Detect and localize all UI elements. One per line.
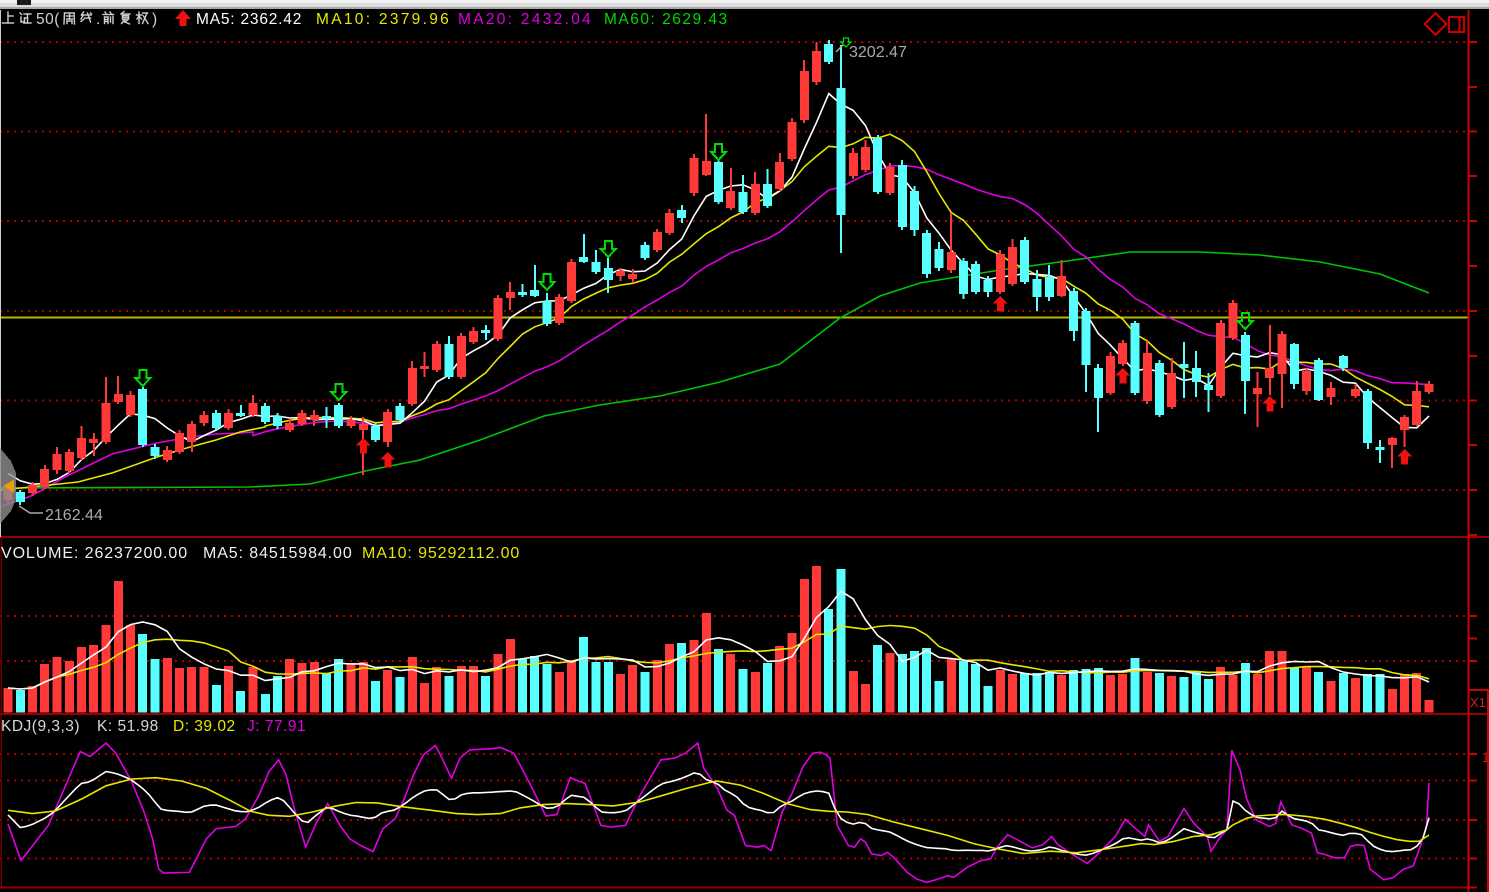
svg-text:MA60: 2629.43: MA60: 2629.43 — [604, 11, 729, 28]
svg-text:50(: 50( — [36, 11, 60, 28]
svg-text:K: 51.98: K: 51.98 — [97, 718, 159, 735]
svg-text:3202.47: 3202.47 — [849, 44, 907, 61]
svg-text:MA10: 2379.96: MA10: 2379.96 — [316, 11, 451, 28]
svg-text:J: 77.91: J: 77.91 — [247, 718, 306, 735]
svg-text:VOLUME: 26237200.00: VOLUME: 26237200.00 — [1, 545, 188, 562]
svg-text:D: 39.02: D: 39.02 — [173, 718, 236, 735]
svg-text:): ) — [152, 11, 158, 28]
svg-text:1: 1 — [1482, 749, 1489, 765]
svg-text:MA10: 95292112.00: MA10: 95292112.00 — [362, 545, 520, 562]
svg-text:MA5: 2362.42: MA5: 2362.42 — [196, 11, 302, 28]
svg-text:.: . — [96, 11, 101, 28]
svg-text:X1: X1 — [1470, 695, 1486, 710]
svg-text:KDJ(9,3,3): KDJ(9,3,3) — [1, 718, 80, 735]
svg-text:MA20: 2432.04: MA20: 2432.04 — [458, 11, 593, 28]
svg-text:MA5: 84515984.00: MA5: 84515984.00 — [203, 545, 353, 562]
svg-text:2162.44: 2162.44 — [45, 507, 103, 524]
